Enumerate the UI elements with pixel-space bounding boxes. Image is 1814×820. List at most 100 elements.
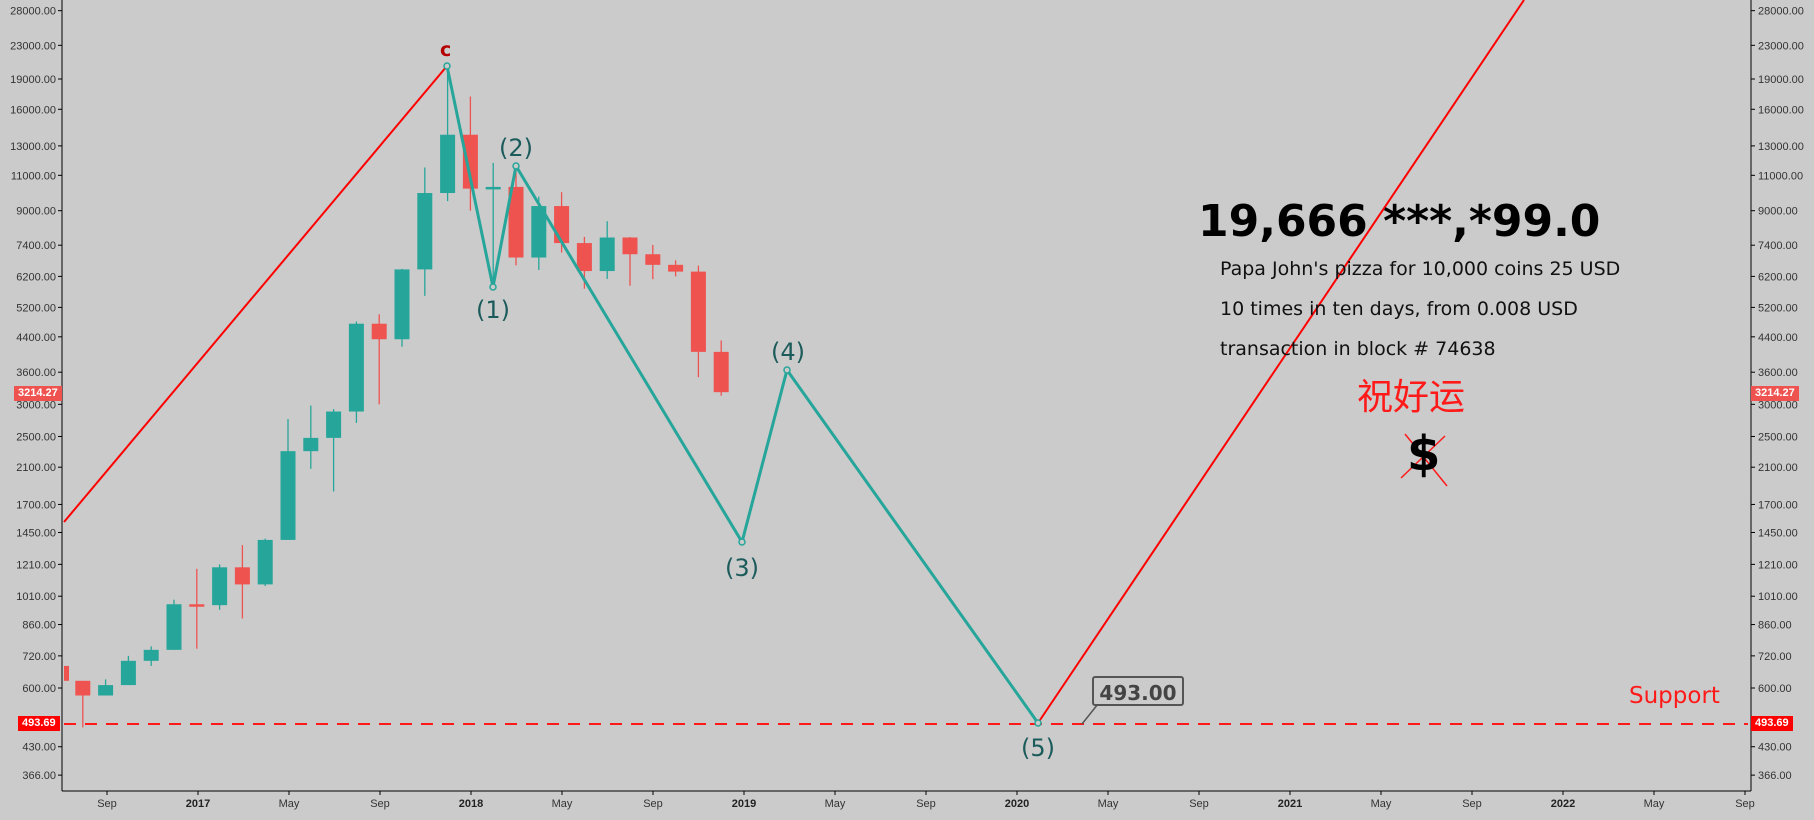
y-tick-label-right: 5200.00: [1758, 302, 1798, 314]
y-tick-label-left: 600.00: [22, 683, 56, 695]
wave-point-3[interactable]: [738, 538, 746, 546]
y-tick-label-left: 1450.00: [16, 527, 56, 539]
candle[interactable]: [257, 538, 273, 587]
y-tick-label-right: 860.00: [1758, 620, 1792, 632]
drawings: c (1) (2) (3) (4) (5): [63, 0, 1748, 762]
annotation-line-2[interactable]: 10 times in ten days, from 0.008 USD: [1220, 298, 1578, 320]
x-tick-label: 2022: [1551, 798, 1575, 810]
candle[interactable]: [98, 679, 114, 696]
good-luck-annotation[interactable]: 祝好运: [1357, 377, 1466, 418]
candle[interactable]: [166, 599, 182, 650]
y-tick-label-left: 3600.00: [16, 367, 56, 379]
y-tick-label-left: 1010.00: [16, 591, 56, 603]
wave-label-1: (1): [476, 296, 510, 324]
candle[interactable]: [462, 96, 478, 211]
y-tick-label-left: 430.00: [22, 742, 56, 754]
y-tick-label-right: 19000.00: [1758, 74, 1804, 86]
y-tick-label-right: 2100.00: [1758, 462, 1798, 474]
y-tick-label-left: 6200.00: [16, 271, 56, 283]
y-tick-label-right: 28000.00: [1758, 6, 1804, 18]
y-tick-label-right: 2500.00: [1758, 431, 1798, 443]
candle[interactable]: [417, 167, 433, 296]
price-callout[interactable]: 493.00: [1092, 676, 1184, 706]
dollar-strike-2: [1400, 435, 1446, 479]
wave-label-5: (5): [1021, 734, 1055, 762]
y-tick-label-left: 720.00: [22, 651, 56, 663]
rise-trend-line[interactable]: [63, 65, 448, 523]
x-tick-label: Sep: [916, 798, 936, 810]
candle[interactable]: [303, 405, 319, 469]
y-tick-label-right: 600.00: [1758, 683, 1792, 695]
candle[interactable]: [440, 72, 456, 202]
y-tick-label-right: 13000.00: [1758, 141, 1804, 153]
candle[interactable]: [713, 340, 729, 396]
wave-point-2[interactable]: [512, 162, 520, 170]
wave-point-1[interactable]: [489, 283, 497, 291]
candle[interactable]: [189, 568, 205, 649]
x-tick-label: May: [1371, 798, 1392, 810]
candle[interactable]: [485, 162, 501, 286]
y-tick-label-right: 23000.00: [1758, 40, 1804, 52]
x-tick-label: May: [1098, 798, 1119, 810]
candle[interactable]: [326, 409, 342, 492]
y-tick-label-left: 3000.00: [16, 399, 56, 411]
candle[interactable]: [143, 646, 159, 666]
x-tick-label: May: [1644, 798, 1665, 810]
wave-label-4: (4): [771, 338, 805, 366]
candle[interactable]: [508, 164, 524, 266]
annotation-line-1[interactable]: Papa John's pizza for 10,000 coins 25 US…: [1220, 258, 1621, 280]
wave-label-3: (3): [725, 554, 759, 582]
y-tick-label-left: 9000.00: [16, 206, 56, 218]
candle[interactable]: [348, 321, 364, 423]
projected-rise-trend-line[interactable]: [1037, 0, 1525, 724]
candle[interactable]: [120, 655, 136, 686]
candle[interactable]: [75, 680, 91, 728]
support-price-tag-right: 493.69: [1751, 716, 1793, 731]
wave-point-4[interactable]: [783, 366, 791, 374]
candle[interactable]: [64, 665, 69, 681]
y-tick-label-left: 1700.00: [16, 499, 56, 511]
dollar-icon[interactable]: $: [1407, 426, 1441, 482]
x-tick-label: May: [279, 798, 300, 810]
y-tick-label-right: 3600.00: [1758, 367, 1798, 379]
support-price-tag-left: 493.69: [18, 716, 60, 731]
wave-point-c[interactable]: [443, 62, 451, 70]
y-tick-label-right: 16000.00: [1758, 104, 1804, 116]
y-tick-label-left: 860.00: [22, 620, 56, 632]
x-tick-label: Sep: [97, 798, 117, 810]
candles: [64, 72, 729, 728]
candle[interactable]: [690, 265, 706, 378]
x-tick-label: 2020: [1005, 798, 1029, 810]
candle[interactable]: [599, 221, 615, 279]
x-tick-label: Sep: [1189, 798, 1209, 810]
annotation-line-3[interactable]: transaction in block # 74638: [1220, 338, 1496, 360]
y-tick-label-right: 366.00: [1758, 770, 1792, 782]
y-axis-right[interactable]: 28000.00 23000.00 19000.00 16000.00 13000.00…: [1750, 0, 1804, 791]
x-tick-label: 2019: [732, 798, 756, 810]
candle[interactable]: [622, 237, 638, 286]
wave-point-5[interactable]: [1034, 719, 1042, 727]
x-tick-label: 2018: [459, 798, 483, 810]
candle[interactable]: [371, 314, 387, 405]
elliott-wave-path[interactable]: [445, 65, 1040, 724]
support-label[interactable]: Support: [1629, 683, 1720, 709]
x-tick-label: 2017: [186, 798, 210, 810]
candle[interactable]: [394, 268, 410, 347]
candle[interactable]: [531, 196, 547, 270]
x-axis[interactable]: Sep 2017 May Sep 2018 May Sep 2019 May Sep 2020 May…: [62, 790, 1755, 810]
y-tick-label-left: 2500.00: [16, 431, 56, 443]
candle[interactable]: [645, 244, 661, 280]
headline-annotation[interactable]: 19,666 ***,*99.0: [1198, 196, 1601, 247]
y-tick-label-right: 1700.00: [1758, 499, 1798, 511]
candle[interactable]: [280, 419, 296, 540]
candle[interactable]: [234, 545, 250, 619]
candle[interactable]: [212, 564, 228, 610]
y-tick-label-right: 7400.00: [1758, 240, 1798, 252]
x-tick-label: May: [552, 798, 573, 810]
y-axis-left[interactable]: 28000.00 23000.00 19000.00 16000.00 13000.00…: [10, 0, 63, 791]
candle[interactable]: [668, 260, 684, 277]
y-tick-label-right: 6200.00: [1758, 271, 1798, 283]
dollar-strike-1: [1404, 433, 1448, 487]
